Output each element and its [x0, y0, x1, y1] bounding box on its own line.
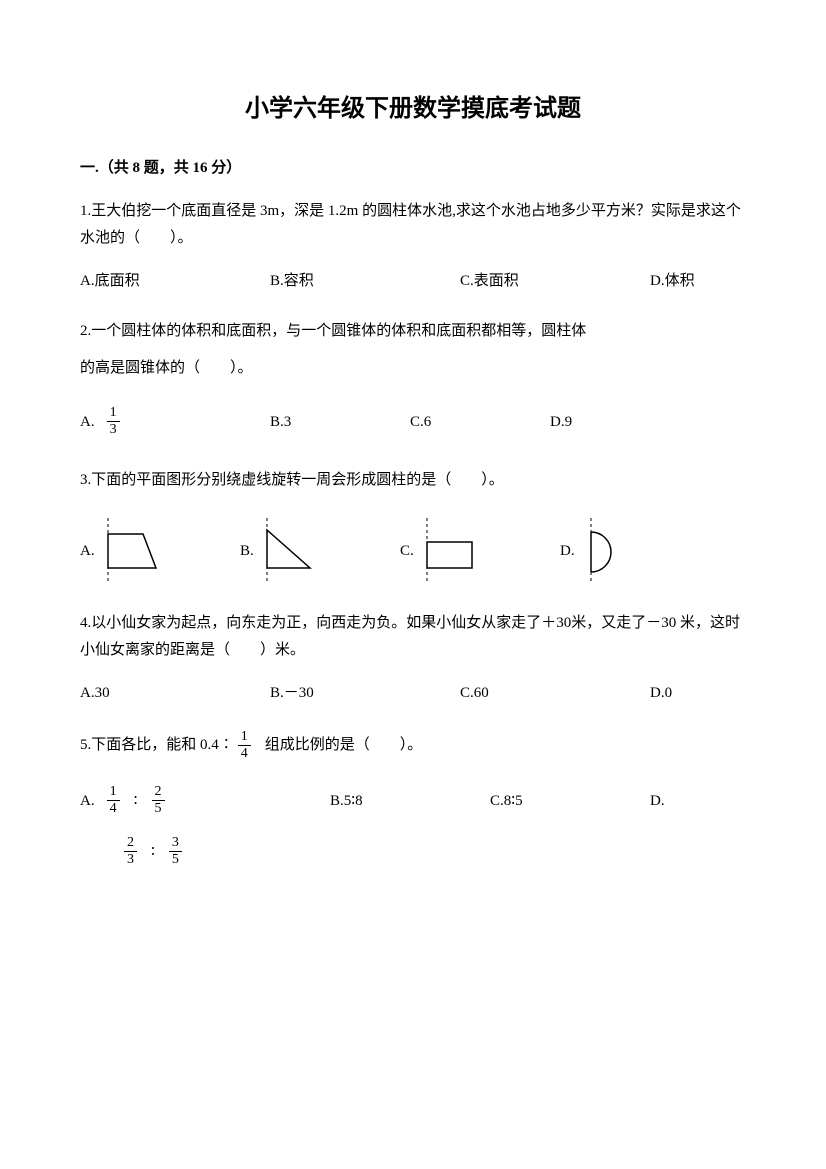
q5-opt-a-num1: 1	[107, 785, 120, 801]
q2-line2: 的高是圆锥体的（ ）。	[80, 355, 746, 382]
q5-opt-d-colon: ∶	[151, 840, 155, 864]
q3-opt-c-label: C.	[400, 539, 414, 563]
q4-opt-a: A.30	[80, 678, 270, 708]
q4-options: A.30 B.－30 C.60 D.0	[80, 678, 746, 708]
q2-opt-c: C.6	[410, 406, 550, 437]
q2-opt-a-den: 3	[107, 422, 120, 437]
q3-options: A. B. C. D.	[80, 518, 746, 584]
page-title: 小学六年级下册数学摸底考试题	[80, 90, 746, 128]
q5-text-post: 组成比例的是（ ）。	[265, 732, 423, 759]
question-5: 5.下面各比，能和 0.4∶ 1 4 组成比例的是（ ）。 A. 1 4 ∶ 2…	[80, 730, 746, 867]
q3-opt-b: B.	[240, 518, 400, 584]
q5-text-num: 1	[238, 730, 251, 746]
q2-opt-a-num: 1	[107, 406, 120, 422]
q5-opt-d-value: 2 3 ∶ 3 5	[120, 836, 746, 867]
q5-opt-a-den1: 4	[107, 801, 120, 816]
question-1: 1.王大伯挖一个底面直径是 3m，深是 1.2m 的圆柱体水池,求这个水池占地多…	[80, 198, 746, 296]
q2-options: A. 1 3 B.3 C.6 D.9	[80, 406, 746, 437]
q5-opt-d-frac1: 2 3	[124, 836, 137, 867]
semicircle-icon	[583, 518, 643, 584]
q5-opt-d-den2: 5	[169, 852, 182, 867]
q5-opt-a-frac1: 1 4	[107, 785, 120, 816]
q1-opt-b: B.容积	[270, 266, 460, 296]
q5-opt-d-num1: 2	[124, 836, 137, 852]
q2-opt-b: B.3	[270, 406, 410, 437]
section-header: 一.（共 8 题，共 16 分）	[80, 156, 746, 180]
q5-opt-d: D.	[650, 785, 710, 816]
q1-opt-d: D.体积	[650, 266, 730, 296]
q3-opt-a: A.	[80, 518, 240, 584]
q5-opt-a-den2: 5	[152, 801, 165, 816]
q5-opt-d-num2: 3	[169, 836, 182, 852]
right-triangle-icon	[262, 518, 322, 584]
q2-opt-a: A. 1 3	[80, 406, 270, 437]
q2-line1: 2.一个圆柱体的体积和底面积，与一个圆锥体的体积和底面积都相等，圆柱体	[80, 318, 746, 345]
q2-text: 2.一个圆柱体的体积和底面积，与一个圆锥体的体积和底面积都相等，圆柱体 的高是圆…	[80, 318, 746, 382]
q3-opt-a-label: A.	[80, 539, 95, 563]
q5-opt-a-num2: 2	[152, 785, 165, 801]
q2-opt-a-label: A.	[80, 410, 95, 434]
question-3: 3.下面的平面图形分别绕虚线旋转一周会形成圆柱的是（ ）。 A. B. C. D…	[80, 467, 746, 584]
q5-opt-a-frac2: 2 5	[152, 785, 165, 816]
q3-opt-b-label: B.	[240, 539, 254, 563]
q4-text: 4.以小仙女家为起点，向东走为正，向西走为负。如果小仙女从家走了＋30米，又走了…	[80, 610, 746, 664]
q2-opt-d: D.9	[550, 406, 650, 437]
trapezoid-icon	[103, 518, 163, 584]
q3-opt-d: D.	[560, 518, 720, 584]
q5-opt-b: B.5∶8	[330, 785, 490, 816]
q5-opt-d-den1: 3	[124, 852, 137, 867]
q5-opt-a-label: A.	[80, 789, 95, 813]
q5-text-pre: 5.下面各比，能和 0.4∶	[80, 732, 234, 759]
question-4: 4.以小仙女家为起点，向东走为正，向西走为负。如果小仙女从家走了＋30米，又走了…	[80, 610, 746, 708]
q1-opt-c: C.表面积	[460, 266, 650, 296]
q1-text: 1.王大伯挖一个底面直径是 3m，深是 1.2m 的圆柱体水池,求这个水池占地多…	[80, 198, 746, 252]
q4-opt-d: D.0	[650, 678, 730, 708]
q2-opt-a-frac: 1 3	[107, 406, 120, 437]
q5-opt-a: A. 1 4 ∶ 2 5	[80, 785, 330, 816]
q5-options: A. 1 4 ∶ 2 5 B.5∶8 C.8∶5 D.	[80, 785, 746, 816]
q3-opt-c: C.	[400, 518, 560, 584]
q5-text-den: 4	[238, 746, 251, 761]
q3-text: 3.下面的平面图形分别绕虚线旋转一周会形成圆柱的是（ ）。	[80, 467, 746, 494]
q5-opt-a-colon: ∶	[134, 789, 138, 813]
q4-opt-b: B.－30	[270, 678, 460, 708]
rectangle-icon	[422, 518, 482, 584]
q5-text: 5.下面各比，能和 0.4∶ 1 4 组成比例的是（ ）。	[80, 730, 746, 761]
q5-text-frac: 1 4	[238, 730, 251, 761]
q4-opt-c: C.60	[460, 678, 650, 708]
q3-opt-d-label: D.	[560, 539, 575, 563]
q5-opt-c: C.8∶5	[490, 785, 650, 816]
q5-opt-d-frac2: 3 5	[169, 836, 182, 867]
q1-opt-a: A.底面积	[80, 266, 270, 296]
q1-options: A.底面积 B.容积 C.表面积 D.体积	[80, 266, 746, 296]
question-2: 2.一个圆柱体的体积和底面积，与一个圆锥体的体积和底面积都相等，圆柱体 的高是圆…	[80, 318, 746, 437]
